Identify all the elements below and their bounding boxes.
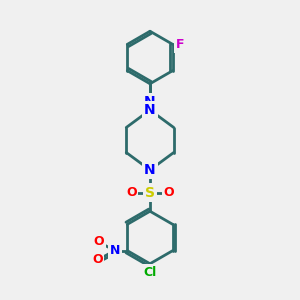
Text: O: O [93,236,104,248]
Text: N: N [144,95,156,110]
Text: S: S [145,185,155,200]
Text: Cl: Cl [143,266,157,279]
Text: N: N [110,244,120,257]
Text: O: O [126,186,136,199]
Text: O: O [92,253,103,266]
Text: O: O [164,186,174,199]
Text: N: N [144,103,156,117]
Text: F: F [176,38,184,51]
Text: N: N [144,163,156,177]
